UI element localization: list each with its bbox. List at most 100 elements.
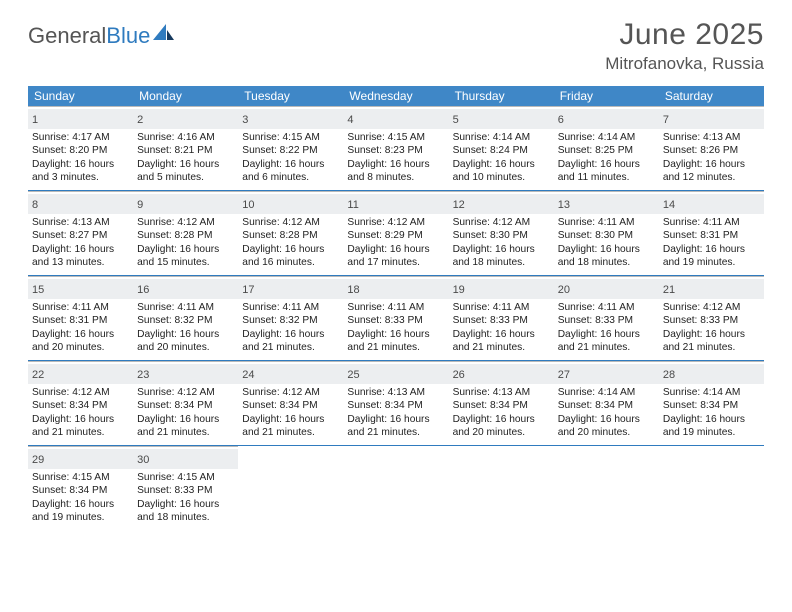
- d2-label: and 21 minutes.: [242, 426, 339, 439]
- daynum-row: 5: [449, 109, 554, 129]
- day-cell: 16 Sunrise: 4:11 AMSunset: 8:32 PMDayligh…: [133, 276, 238, 360]
- d2-label: and 16 minutes.: [242, 256, 339, 269]
- logo-sail-icon: [153, 24, 175, 47]
- dow-fri: Friday: [554, 86, 659, 106]
- daynum-row: 9: [133, 194, 238, 214]
- d2-label: and 18 minutes.: [558, 256, 655, 269]
- sunrise-label: Sunrise: 4:14 AM: [663, 386, 760, 399]
- daynum-row: 14: [659, 194, 764, 214]
- d1-label: Daylight: 16 hours: [137, 328, 234, 341]
- d1-label: Daylight: 16 hours: [347, 243, 444, 256]
- day-number: 27: [558, 369, 570, 381]
- day-cell: 9Sunrise: 4:12 AMSunset: 8:28 PMDaylight…: [133, 191, 238, 275]
- d1-label: Daylight: 16 hours: [663, 413, 760, 426]
- day-cell: 17Sunrise: 4:11 AMSunset: 8:32 PMDayligh…: [238, 276, 343, 360]
- sunset-label: Sunset: 8:32 PM: [137, 314, 234, 327]
- d1-label: Daylight: 16 hours: [32, 328, 129, 341]
- day-number: 17: [242, 284, 254, 296]
- d1-label: Daylight: 16 hours: [32, 498, 129, 511]
- sunrise-label: Sunrise: 4:11 AM: [32, 301, 129, 314]
- day-cell: 3Sunrise: 4:15 AMSunset: 8:22 PMDaylight…: [238, 106, 343, 190]
- day-number: 28: [663, 369, 675, 381]
- day-cell: 8Sunrise: 4:13 AMSunset: 8:27 PMDaylight…: [28, 191, 133, 275]
- d1-label: Daylight: 16 hours: [558, 158, 655, 171]
- day-cell: 13Sunrise: 4:11 AMSunset: 8:30 PMDayligh…: [554, 191, 659, 275]
- sunset-label: Sunset: 8:34 PM: [137, 399, 234, 412]
- sunrise-label: Sunrise: 4:14 AM: [558, 131, 655, 144]
- month-title: June 2025: [605, 18, 764, 52]
- daynum-row: 27: [554, 364, 659, 384]
- dow-mon: Monday: [133, 86, 238, 106]
- d2-label: and 20 minutes.: [32, 341, 129, 354]
- empty-cell: [659, 446, 764, 530]
- day-number: 29: [32, 454, 44, 466]
- day-cell: 22Sunrise: 4:12 AMSunset: 8:34 PMDayligh…: [28, 361, 133, 445]
- brand-name: GeneralBlue: [28, 25, 150, 47]
- sunrise-label: Sunrise: 4:11 AM: [137, 301, 234, 314]
- d1-label: Daylight: 16 hours: [137, 498, 234, 511]
- d2-label: and 21 minutes.: [347, 341, 444, 354]
- sunrise-label: Sunrise: 4:15 AM: [32, 471, 129, 484]
- day-cell: 19Sunrise: 4:11 AMSunset: 8:33 PMDayligh…: [449, 276, 554, 360]
- sunset-label: Sunset: 8:34 PM: [347, 399, 444, 412]
- day-number: 25: [347, 369, 359, 381]
- sunrise-label: Sunrise: 4:12 AM: [453, 216, 550, 229]
- daynum-row: 10: [238, 194, 343, 214]
- sunset-label: Sunset: 8:26 PM: [663, 144, 760, 157]
- sunset-label: Sunset: 8:23 PM: [347, 144, 444, 157]
- daynum-row: 22: [28, 364, 133, 384]
- sunset-label: Sunset: 8:20 PM: [32, 144, 129, 157]
- day-cell: 7Sunrise: 4:13 AMSunset: 8:26 PMDaylight…: [659, 106, 764, 190]
- d2-label: and 21 minutes.: [347, 426, 444, 439]
- d2-label: and 20 minutes.: [453, 426, 550, 439]
- d2-label: and 21 minutes.: [558, 341, 655, 354]
- sunrise-label: Sunrise: 4:15 AM: [242, 131, 339, 144]
- daynum-row: 12: [449, 194, 554, 214]
- day-number: 3: [242, 114, 248, 126]
- daynum-row: 2: [133, 109, 238, 129]
- sunset-label: Sunset: 8:34 PM: [32, 484, 129, 497]
- sunrise-label: Sunrise: 4:11 AM: [453, 301, 550, 314]
- daynum-row: 26: [449, 364, 554, 384]
- daynum-row: 18: [343, 279, 448, 299]
- brand-blue: Blue: [106, 23, 150, 48]
- d1-label: Daylight: 16 hours: [242, 158, 339, 171]
- sunset-label: Sunset: 8:33 PM: [558, 314, 655, 327]
- d2-label: and 5 minutes.: [137, 171, 234, 184]
- sunset-label: Sunset: 8:34 PM: [558, 399, 655, 412]
- sunset-label: Sunset: 8:34 PM: [242, 399, 339, 412]
- d1-label: Daylight: 16 hours: [663, 243, 760, 256]
- sunset-label: Sunset: 8:30 PM: [453, 229, 550, 242]
- day-cell: 20Sunrise: 4:11 AMSunset: 8:33 PMDayligh…: [554, 276, 659, 360]
- day-number: 21: [663, 284, 675, 296]
- d2-label: and 20 minutes.: [137, 341, 234, 354]
- day-cell: 1Sunrise: 4:17 AMSunset: 8:20 PMDaylight…: [28, 106, 133, 190]
- sunrise-label: Sunrise: 4:13 AM: [453, 386, 550, 399]
- location-label: Mitrofanovka, Russia: [605, 54, 764, 74]
- d1-label: Daylight: 16 hours: [453, 328, 550, 341]
- d1-label: Daylight: 16 hours: [558, 328, 655, 341]
- sunset-label: Sunset: 8:30 PM: [558, 229, 655, 242]
- sunset-label: Sunset: 8:34 PM: [453, 399, 550, 412]
- d1-label: Daylight: 16 hours: [242, 328, 339, 341]
- d1-label: Daylight: 16 hours: [137, 243, 234, 256]
- day-cell: 28 Sunrise: 4:14 AMSunset: 8:34 PMDayligh…: [659, 361, 764, 445]
- day-cell: 29 Sunrise: 4:15 AMSunset: 8:34 PMDayligh…: [28, 446, 133, 530]
- daynum-row: 15: [28, 279, 133, 299]
- d1-label: Daylight: 16 hours: [453, 413, 550, 426]
- d2-label: and 21 minutes.: [453, 341, 550, 354]
- d2-label: and 13 minutes.: [32, 256, 129, 269]
- brand-logo: GeneralBlue: [28, 24, 175, 47]
- day-cell: 21Sunrise: 4:12 AMSunset: 8:33 PMDayligh…: [659, 276, 764, 360]
- sunset-label: Sunset: 8:34 PM: [663, 399, 760, 412]
- d1-label: Daylight: 16 hours: [137, 413, 234, 426]
- day-number: 23: [137, 369, 149, 381]
- d2-label: and 12 minutes.: [663, 171, 760, 184]
- week-row: 8Sunrise: 4:13 AMSunset: 8:27 PMDaylight…: [28, 191, 764, 275]
- day-cell: 25Sunrise: 4:13 AMSunset: 8:34 PMDayligh…: [343, 361, 448, 445]
- daynum-row: 16: [133, 279, 238, 299]
- day-number: 19: [453, 284, 465, 296]
- day-cell: 6Sunrise: 4:14 AMSunset: 8:25 PMDaylight…: [554, 106, 659, 190]
- week-row: 22Sunrise: 4:12 AMSunset: 8:34 PMDayligh…: [28, 361, 764, 445]
- week-row: 29Sunrise: 4:15 AMSunset: 8:34 PMDayligh…: [28, 446, 764, 530]
